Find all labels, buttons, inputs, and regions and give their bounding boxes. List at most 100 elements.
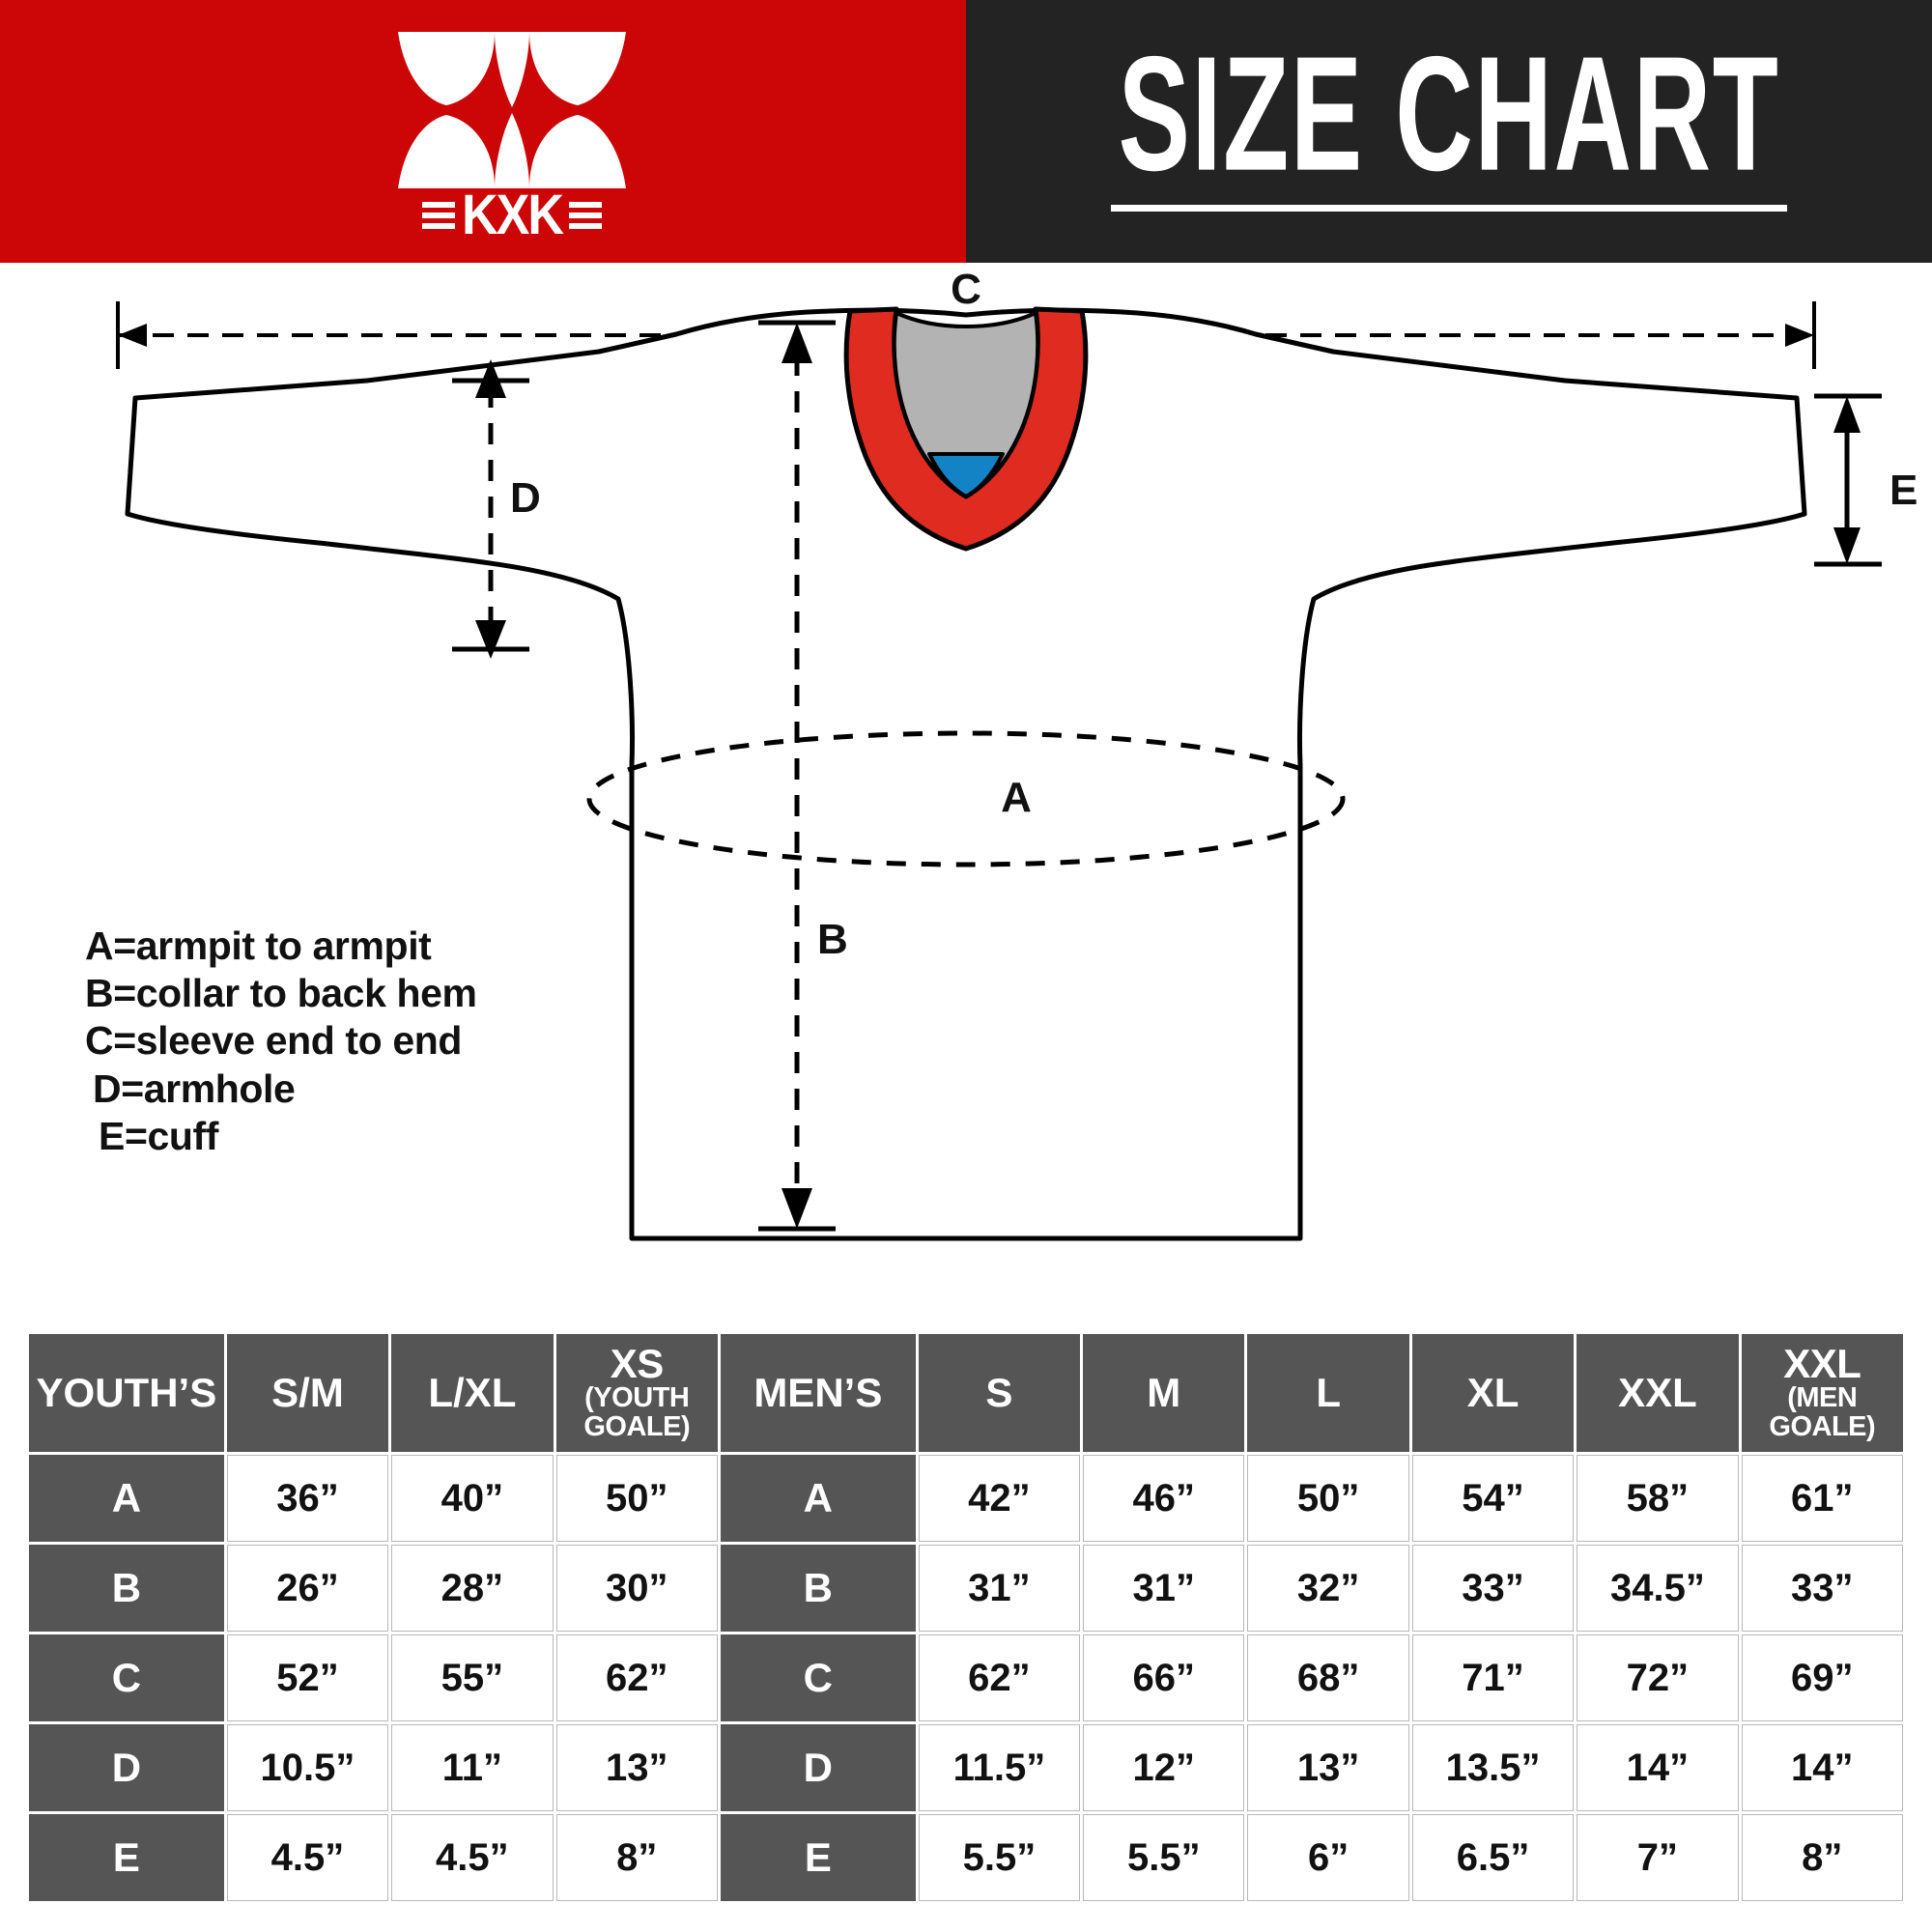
size-table-body: YOUTH’S S/M L/XL XS (YOUTH GOALE) MEN’S S M L XL XX… bbox=[29, 1334, 1903, 1901]
logo-bars-left-icon bbox=[422, 202, 456, 229]
logo-bars-right-icon bbox=[568, 202, 602, 229]
table-cell: 33” bbox=[1411, 1545, 1575, 1632]
page-title: SIZE CHART bbox=[1118, 23, 1780, 205]
column-header: XXL bbox=[1577, 1334, 1739, 1452]
column-header-main: XXL bbox=[1783, 1341, 1861, 1387]
dimension-d bbox=[452, 359, 529, 659]
dimension-e bbox=[1814, 393, 1882, 567]
table-cell: 69” bbox=[1741, 1634, 1903, 1721]
table-cell: 5.5” bbox=[1083, 1814, 1245, 1901]
brand-panel: KXK bbox=[0, 0, 966, 263]
column-header: M bbox=[1083, 1334, 1245, 1452]
column-header: L/XL bbox=[391, 1334, 554, 1452]
column-header: S bbox=[918, 1334, 1081, 1452]
legend-line-b: B=collar to back hem bbox=[85, 971, 477, 1016]
kxk-hourglass-logo-icon bbox=[398, 32, 626, 188]
table-cell: 10.5” bbox=[226, 1724, 389, 1811]
dimension-b bbox=[758, 320, 836, 1232]
legend-line-e: E=cuff bbox=[99, 1113, 219, 1158]
legend-line-d: D=armhole bbox=[93, 1065, 296, 1111]
table-cell: 8” bbox=[555, 1814, 718, 1901]
table-cell: 72” bbox=[1577, 1634, 1739, 1721]
table-cell: 50” bbox=[1247, 1455, 1409, 1542]
dimension-label-b: B bbox=[817, 916, 848, 963]
table-cell: 40” bbox=[391, 1455, 554, 1542]
table-cell: 14” bbox=[1577, 1724, 1739, 1811]
table-cell: 55” bbox=[391, 1634, 554, 1721]
row-label-men: C bbox=[720, 1634, 916, 1721]
title-underline bbox=[1111, 205, 1787, 213]
table-row: E 4.5” 4.5” 8” E 5.5” 5.5” 6” 6.5” 7” 8” bbox=[29, 1814, 1903, 1901]
table-cell: 31” bbox=[918, 1545, 1081, 1632]
table-cell: 36” bbox=[226, 1455, 389, 1542]
table-cell: 28” bbox=[391, 1545, 554, 1632]
column-header-sub: (MEN GOALE) bbox=[1769, 1382, 1876, 1442]
row-label-men: B bbox=[720, 1545, 916, 1632]
jersey-diagram: C D A B E bbox=[0, 263, 1932, 1306]
dimension-label-c: C bbox=[951, 266, 981, 313]
table-cell: 52” bbox=[226, 1634, 389, 1721]
row-label-youth: B bbox=[29, 1545, 224, 1632]
jersey-diagram-svg: C D A B E bbox=[116, 266, 1918, 1241]
size-table-header-row: YOUTH’S S/M L/XL XS (YOUTH GOALE) MEN’S S M L XL XX… bbox=[29, 1334, 1903, 1452]
table-cell: 34.5” bbox=[1577, 1545, 1739, 1632]
table-cell: 4.5” bbox=[226, 1814, 389, 1901]
table-cell: 14” bbox=[1741, 1724, 1903, 1811]
table-row: C 52” 55” 62” C 62” 66” 68” 71” 72” 69” bbox=[29, 1634, 1903, 1721]
table-cell: 13” bbox=[555, 1724, 718, 1811]
table-cell: 7” bbox=[1577, 1814, 1739, 1901]
column-header: S/M bbox=[226, 1334, 389, 1452]
header-bar: KXK SIZE CHART bbox=[0, 0, 1932, 263]
legend-line-c: C=sleeve end to end bbox=[85, 1018, 463, 1064]
row-label-youth: C bbox=[29, 1634, 224, 1721]
brand-logo: KXK bbox=[367, 20, 657, 243]
table-cell: 33” bbox=[1741, 1545, 1903, 1632]
row-label-men: D bbox=[720, 1724, 916, 1811]
table-cell: 6.5” bbox=[1411, 1814, 1575, 1901]
table-cell: 62” bbox=[555, 1634, 718, 1721]
row-label-youth: E bbox=[29, 1814, 224, 1901]
column-header: XXL (MEN GOALE) bbox=[1741, 1334, 1903, 1452]
table-cell: 11” bbox=[391, 1724, 554, 1811]
column-header-main: XS bbox=[610, 1341, 665, 1387]
jersey-collar bbox=[843, 306, 1089, 552]
table-cell: 68” bbox=[1247, 1634, 1409, 1721]
table-cell: 32” bbox=[1247, 1545, 1409, 1632]
dimension-label-a: A bbox=[1001, 774, 1032, 821]
brand-name: KXK bbox=[462, 184, 564, 247]
brand-wordmark: KXK bbox=[367, 187, 657, 243]
legend-line-a: A=armpit to armpit bbox=[85, 923, 432, 968]
table-cell: 46” bbox=[1083, 1455, 1245, 1542]
table-cell: 8” bbox=[1741, 1814, 1903, 1901]
table-cell: 12” bbox=[1083, 1724, 1245, 1811]
table-cell: 6” bbox=[1247, 1814, 1409, 1901]
size-table-wrap: YOUTH’S S/M L/XL XS (YOUTH GOALE) MEN’S S M L XL XX… bbox=[26, 1331, 1906, 1904]
measurement-legend: A=armpit to armpit B=collar to back hem … bbox=[85, 923, 626, 1160]
column-header: XL bbox=[1411, 1334, 1575, 1452]
column-header: L bbox=[1247, 1334, 1409, 1452]
row-label-youth: A bbox=[29, 1455, 224, 1542]
table-cell: 13” bbox=[1247, 1724, 1409, 1811]
table-cell: 26” bbox=[226, 1545, 389, 1632]
table-cell: 58” bbox=[1577, 1455, 1739, 1542]
table-row: A 36” 40” 50” A 42” 46” 50” 54” 58” 61” bbox=[29, 1455, 1903, 1542]
jersey-outline bbox=[125, 307, 1807, 1241]
table-cell: 5.5” bbox=[918, 1814, 1081, 1901]
table-cell: 50” bbox=[555, 1455, 718, 1542]
column-header: XS (YOUTH GOALE) bbox=[555, 1334, 718, 1452]
column-header: YOUTH’S bbox=[29, 1334, 224, 1452]
table-cell: 30” bbox=[555, 1545, 718, 1632]
row-label-youth: D bbox=[29, 1724, 224, 1811]
table-row: B 26” 28” 30” B 31” 31” 32” 33” 34.5” 33” bbox=[29, 1545, 1903, 1632]
table-cell: 54” bbox=[1411, 1455, 1575, 1542]
table-cell: 13.5” bbox=[1411, 1724, 1575, 1811]
table-row: D 10.5” 11” 13” D 11.5” 12” 13” 13.5” 14” 14” bbox=[29, 1724, 1903, 1811]
table-cell: 42” bbox=[918, 1455, 1081, 1542]
dimension-a bbox=[586, 730, 1346, 867]
row-label-men: E bbox=[720, 1814, 916, 1901]
table-cell: 31” bbox=[1083, 1545, 1245, 1632]
table-cell: 62” bbox=[918, 1634, 1081, 1721]
table-cell: 66” bbox=[1083, 1634, 1245, 1721]
column-header: MEN’S bbox=[720, 1334, 916, 1452]
